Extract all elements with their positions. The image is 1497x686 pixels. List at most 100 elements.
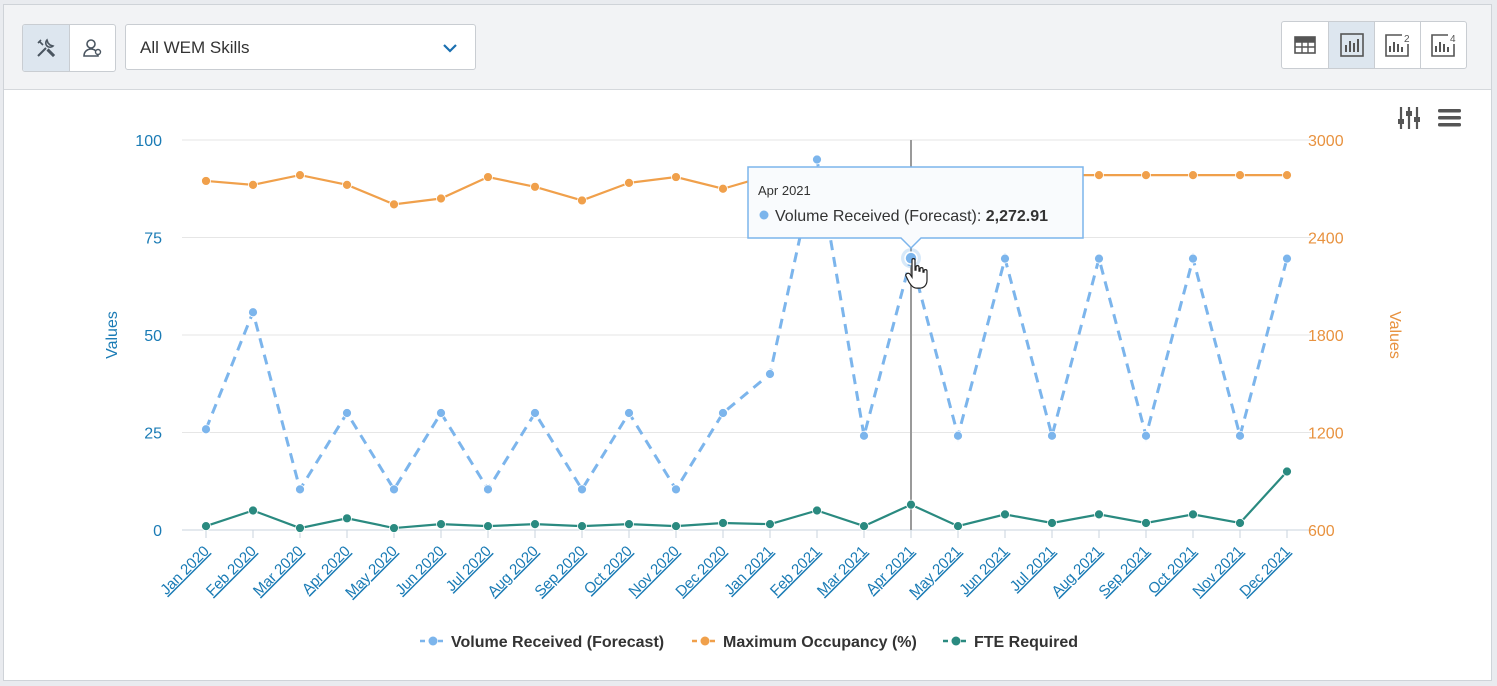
data-point[interactable] <box>859 521 869 531</box>
four-chart-view-button[interactable]: 4 <box>1420 22 1466 68</box>
x-tick-label[interactable]: Sep 2021 <box>1095 543 1152 600</box>
x-tick-label[interactable]: Nov 2020 <box>625 543 682 600</box>
data-point[interactable] <box>624 408 634 418</box>
data-point[interactable] <box>530 181 540 192</box>
series-line <box>205 173 1287 206</box>
table-view-button[interactable] <box>1282 22 1328 68</box>
data-point[interactable] <box>671 172 681 182</box>
data-point[interactable] <box>1000 509 1010 520</box>
data-point[interactable] <box>389 484 399 495</box>
tooltip-date: Apr 2021 <box>758 183 811 198</box>
data-point[interactable] <box>671 484 681 495</box>
data-point[interactable] <box>1282 466 1292 477</box>
skill-select[interactable]: All WEM Skills <box>125 24 476 70</box>
data-point[interactable] <box>1000 253 1010 264</box>
data-point[interactable] <box>436 519 446 530</box>
data-point[interactable] <box>1235 170 1245 181</box>
right-axis: 600 1200 1800 2400 3000 Values <box>1308 133 1403 540</box>
data-point[interactable] <box>1188 170 1198 181</box>
data-point[interactable] <box>765 519 775 530</box>
x-tick-label[interactable]: Dec 2021 <box>1236 543 1293 600</box>
data-point[interactable] <box>812 505 822 516</box>
data-point[interactable] <box>1188 509 1198 520</box>
data-point[interactable] <box>765 369 775 379</box>
data-point[interactable] <box>483 172 493 182</box>
legend-item[interactable]: Volume Received (Forecast) <box>420 634 664 651</box>
data-point[interactable] <box>1235 430 1245 441</box>
data-point[interactable] <box>1141 518 1151 528</box>
two-chart-icon: 2 <box>1384 34 1410 57</box>
data-point[interactable] <box>248 505 258 516</box>
x-tick-label[interactable]: Nov 2021 <box>1189 543 1246 600</box>
data-point[interactable] <box>624 519 634 530</box>
data-point[interactable] <box>718 518 728 528</box>
data-point[interactable] <box>295 523 305 533</box>
x-tick-label[interactable]: Dec 2020 <box>672 543 729 600</box>
data-point[interactable] <box>812 154 822 165</box>
data-point[interactable] <box>483 484 493 495</box>
data-point[interactable] <box>671 521 681 531</box>
right-tick-label: 3000 <box>1308 133 1344 150</box>
data-point[interactable] <box>624 177 634 188</box>
data-point[interactable] <box>436 193 446 204</box>
settings-sliders-icon[interactable] <box>1398 107 1420 129</box>
data-point[interactable] <box>577 195 587 206</box>
x-tick-label[interactable]: Aug 2021 <box>1048 543 1105 600</box>
data-point[interactable] <box>436 408 446 418</box>
data-point[interactable] <box>1188 253 1198 264</box>
data-point[interactable] <box>859 430 869 441</box>
data-point[interactable] <box>577 521 587 531</box>
x-tick-label[interactable]: Sep 2020 <box>531 543 588 600</box>
data-point[interactable] <box>530 519 540 530</box>
agents-button[interactable] <box>69 25 115 71</box>
data-point[interactable] <box>953 430 963 441</box>
data-point[interactable] <box>1094 253 1104 264</box>
data-point[interactable] <box>389 523 399 533</box>
data-point[interactable] <box>1094 509 1104 520</box>
tools-button[interactable] <box>23 25 69 71</box>
data-point[interactable] <box>201 176 211 186</box>
left-tick-label: 50 <box>144 328 162 345</box>
x-tick-label[interactable]: Jun 2020 <box>392 543 448 599</box>
data-point[interactable] <box>483 521 493 531</box>
data-point[interactable] <box>1047 518 1057 528</box>
data-point[interactable] <box>1141 430 1151 441</box>
data-point[interactable] <box>718 183 728 194</box>
data-point[interactable] <box>201 424 211 435</box>
legend-item[interactable]: FTE Required <box>943 634 1078 651</box>
data-point[interactable] <box>1235 518 1245 528</box>
legend-item[interactable]: Maximum Occupancy (%) <box>692 634 917 651</box>
data-point[interactable] <box>1047 430 1057 441</box>
x-tick-label[interactable]: May 2021 <box>906 543 965 602</box>
menu-icon[interactable] <box>1438 109 1461 127</box>
data-point[interactable] <box>342 513 352 524</box>
data-point[interactable] <box>248 307 258 318</box>
data-point[interactable] <box>953 521 963 531</box>
data-point[interactable] <box>577 484 587 495</box>
x-tick-label[interactable]: May 2020 <box>342 543 401 602</box>
data-point[interactable] <box>295 170 305 181</box>
data-point[interactable] <box>906 499 916 510</box>
data-point[interactable] <box>1141 170 1151 181</box>
x-tick-label[interactable]: Feb 2020 <box>203 543 260 600</box>
data-point[interactable] <box>389 199 399 210</box>
data-point[interactable] <box>1282 253 1292 264</box>
data-point[interactable] <box>295 484 305 495</box>
x-tick-label[interactable]: Mar 2020 <box>250 543 307 600</box>
tooltip-value: 2,272.91 <box>986 208 1048 225</box>
data-point[interactable] <box>1094 170 1104 181</box>
data-point[interactable] <box>342 179 352 190</box>
data-point[interactable] <box>248 179 258 190</box>
x-tick-label[interactable]: Feb 2021 <box>767 543 824 600</box>
data-point[interactable] <box>201 521 211 531</box>
x-tick-label[interactable]: Mar 2021 <box>814 543 871 600</box>
data-point[interactable] <box>342 408 352 418</box>
two-chart-view-button[interactable]: 2 <box>1374 22 1420 68</box>
data-point[interactable] <box>1282 170 1292 181</box>
single-chart-view-button[interactable] <box>1328 22 1374 68</box>
data-point[interactable] <box>718 408 728 418</box>
x-tick-label[interactable]: Aug 2020 <box>484 543 541 600</box>
x-tick-label[interactable]: Jun 2021 <box>956 543 1012 599</box>
data-point[interactable] <box>530 408 540 418</box>
